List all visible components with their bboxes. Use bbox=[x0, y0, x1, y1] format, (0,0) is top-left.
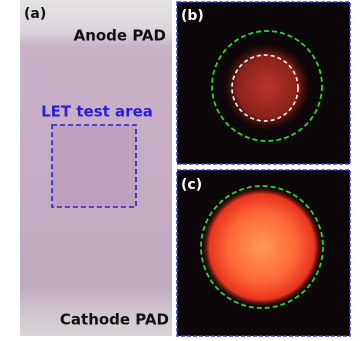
figure: (a) Anode PAD LET test area Cathode PAD … bbox=[0, 0, 360, 341]
cathode-label: Cathode PAD bbox=[60, 311, 169, 329]
anode-label: Anode PAD bbox=[74, 27, 166, 45]
panel-label: (a) bbox=[24, 6, 46, 22]
panel-c: (c) bbox=[177, 170, 350, 336]
test-area-box bbox=[52, 125, 136, 207]
panel-label: (c) bbox=[181, 177, 202, 193]
panel-a: (a) Anode PAD LET test area Cathode PAD bbox=[20, 0, 172, 336]
panel-b: (b) bbox=[177, 2, 350, 164]
area-label: LET test area bbox=[41, 103, 153, 121]
panel-label: (b) bbox=[181, 8, 204, 24]
emission-spot bbox=[202, 187, 322, 307]
